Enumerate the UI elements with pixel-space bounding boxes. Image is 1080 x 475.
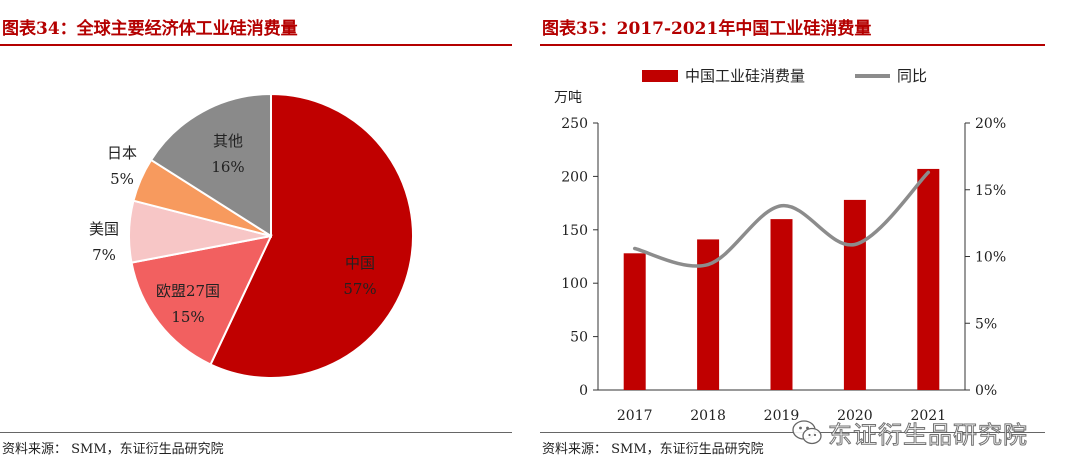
- bar: [917, 168, 940, 390]
- y2-tick-label: 0%: [975, 383, 997, 399]
- right-title-rule: [540, 44, 1045, 46]
- watermark-text: 东证衍生品研究院: [828, 420, 1028, 449]
- x-tick-label: 2021: [910, 408, 946, 424]
- bar: [623, 253, 646, 390]
- legend-bar-label: 中国工业硅消费量: [685, 67, 805, 85]
- pie-slice-percent: 16%: [211, 158, 244, 176]
- left-title-rule: [0, 44, 512, 46]
- bar: [843, 199, 866, 390]
- wechat-icon: [792, 420, 822, 445]
- left-bottom-rule: [0, 432, 512, 433]
- pie-slice-percent: 5%: [110, 170, 134, 188]
- x-tick-label: 2017: [617, 408, 653, 424]
- watermark: 东证衍生品研究院: [790, 412, 1080, 452]
- y2-tick-label: 15%: [975, 183, 1006, 199]
- y2-tick-label: 10%: [975, 250, 1006, 266]
- y2-tick-label: 20%: [975, 116, 1006, 132]
- bar: [770, 219, 793, 390]
- y-tick-label: 0: [579, 383, 588, 399]
- pie-slice-percent: 15%: [171, 308, 204, 326]
- y-axis-unit-label: 万吨: [554, 90, 582, 106]
- pie-slice: [209, 92, 414, 379]
- pie-slice-label: 中国: [345, 254, 375, 272]
- left-chart-panel: 图表34：全球主要经济体工业硅消费量 中国 57% 欧盟27国 15% 美国 7% 日本 5%…: [0, 0, 530, 475]
- left-source-note: 资料来源： SMM，东证衍生品研究院: [2, 442, 224, 457]
- y-tick-label: 150: [561, 223, 588, 239]
- pie-slice-label: 其他: [213, 132, 243, 150]
- pie-slice-label: 日本: [107, 144, 137, 162]
- left-chart-title: 图表34：全球主要经济体工业硅消费量: [2, 19, 298, 39]
- y-tick-label: 250: [561, 116, 588, 132]
- x-tick-label: 2020: [837, 408, 873, 424]
- pie-slice: [149, 92, 272, 238]
- right-chart-title: 图表35：2017-2021年中国工业硅消费量: [542, 19, 872, 39]
- legend-line-label: 同比: [897, 67, 927, 85]
- right-source-note: 资料来源： SMM，东证衍生品研究院: [542, 442, 764, 457]
- x-tick-label: 2018: [690, 408, 726, 424]
- pie-slice-percent: 57%: [343, 280, 376, 298]
- pie-chart: 中国 57% 欧盟27国 15% 美国 7% 日本 5% 其他 16%: [89, 92, 414, 379]
- pie-slice-percent: 7%: [92, 246, 116, 264]
- y-tick-label: 50: [570, 330, 588, 346]
- pie-slice-label: 欧盟27国: [156, 282, 220, 300]
- pie-slice-label: 美国: [89, 220, 119, 238]
- legend-bar-swatch: [642, 70, 678, 82]
- pie-slice: [130, 234, 273, 366]
- y-tick-label: 200: [561, 169, 588, 185]
- right-chart-panel: 图表35：2017-2021年中国工业硅消费量 中国工业硅消费量 同比万吨 0 50 1…: [540, 0, 1080, 475]
- right-bottom-rule: [540, 432, 1045, 433]
- bar: [697, 239, 720, 390]
- x-tick-label: 2019: [764, 408, 800, 424]
- y-tick-label: 100: [561, 276, 588, 292]
- y2-tick-label: 5%: [975, 316, 997, 332]
